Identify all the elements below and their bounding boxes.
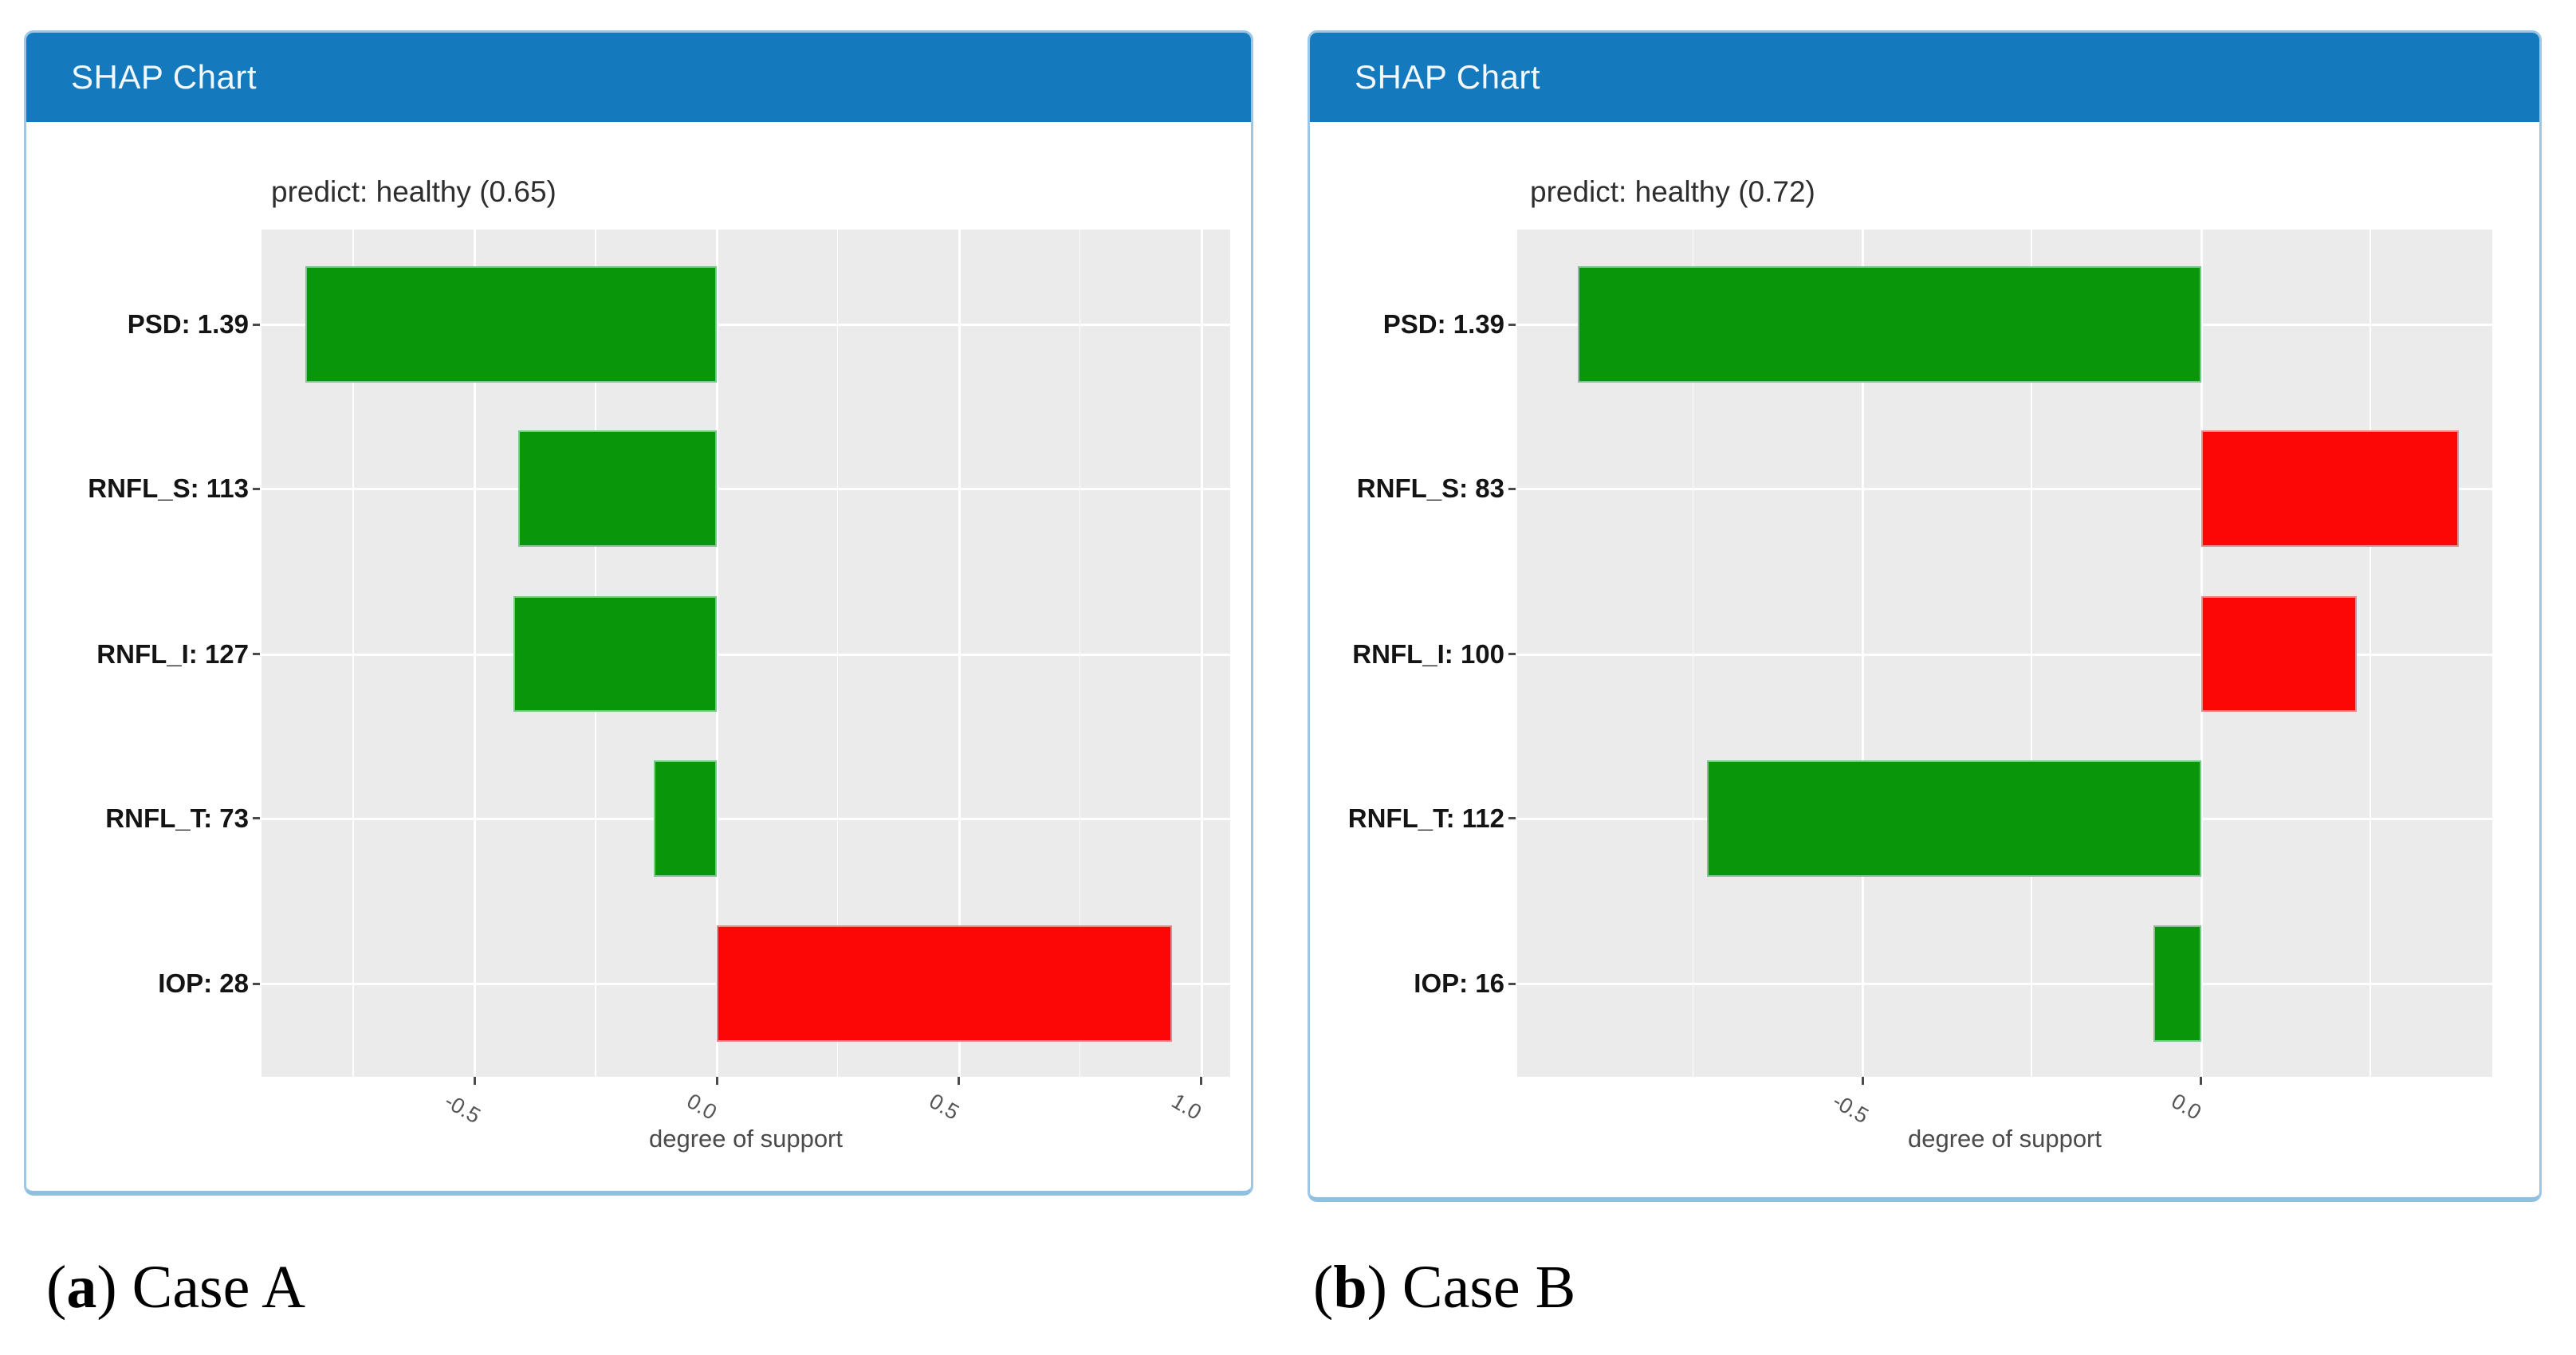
plot-area-a <box>262 230 1230 1077</box>
category-gridline <box>1517 488 2492 491</box>
figure-caption-b: (b) Case B <box>1313 1253 1575 1322</box>
major-gridline <box>716 230 719 1077</box>
y-axis-label: RNFL_S: 83 <box>1356 473 1504 504</box>
caption-paren: ( <box>1313 1254 1334 1321</box>
y-axis-label: IOP: 28 <box>158 968 249 999</box>
x-axis-tick <box>2200 1077 2203 1085</box>
minor-gridline <box>1692 230 1694 1077</box>
category-gridline <box>1517 983 2492 986</box>
minor-gridline <box>1079 230 1081 1077</box>
x-axis-tick <box>473 1077 476 1085</box>
bar-rnfl_s <box>517 430 718 548</box>
y-axis-label: PSD: 1.39 <box>1382 309 1504 340</box>
y-axis-tick <box>253 817 260 820</box>
category-gridline <box>1517 653 2492 656</box>
bar-rnfl_i <box>513 595 718 713</box>
chart-title-a: predict: healthy (0.65) <box>271 175 556 208</box>
major-gridline <box>1200 230 1203 1077</box>
minor-gridline <box>2370 230 2371 1077</box>
y-axis-tick <box>1508 817 1516 820</box>
major-gridline <box>474 230 477 1077</box>
y-axis-tick <box>253 323 260 326</box>
y-axis-label: RNFL_S: 113 <box>88 473 249 504</box>
card-header-title: SHAP Chart <box>71 58 257 96</box>
figure-caption-a: (a) Case A <box>46 1253 305 1322</box>
y-axis-tick <box>253 487 260 490</box>
x-axis-tick-label: -0.5 <box>440 1089 486 1129</box>
x-axis-tick-label: -0.5 <box>1828 1089 1873 1129</box>
minor-gridline <box>836 230 839 1077</box>
y-axis-tick <box>1508 653 1516 656</box>
bar-psd <box>1578 266 2201 383</box>
y-axis-tick <box>1508 982 1516 985</box>
y-axis-tick <box>253 653 260 656</box>
x-axis-title-a: degree of support <box>648 1125 843 1153</box>
caption-paren: ) <box>1367 1254 1402 1321</box>
bar-rnfl_s <box>2200 430 2459 548</box>
y-axis-label: PSD: 1.39 <box>127 309 249 340</box>
shap-chart-card-a: SHAP Chart predict: healthy (0.65) degre… <box>24 30 1253 1196</box>
plot-area-b <box>1517 230 2492 1077</box>
x-axis-tick-label: 0.0 <box>682 1089 722 1125</box>
x-axis-tick <box>1200 1077 1203 1085</box>
x-axis-tick-label: 1.0 <box>1167 1089 1205 1125</box>
chart-title-b: predict: healthy (0.72) <box>1530 175 1815 208</box>
y-axis-label: RNFL_T: 73 <box>105 803 249 833</box>
caption-paren: ) <box>96 1254 132 1321</box>
card-header-b: SHAP Chart <box>1310 33 2539 122</box>
minor-gridline <box>352 230 354 1077</box>
y-axis-label: IOP: 16 <box>1414 968 1504 999</box>
shap-chart-card-b: SHAP Chart predict: healthy (0.72) degre… <box>1308 30 2542 1202</box>
caption-letter: b <box>1333 1254 1367 1321</box>
y-axis-tick <box>1508 487 1516 490</box>
y-axis-label: RNFL_I: 100 <box>1352 638 1504 669</box>
x-axis-tick <box>958 1077 961 1085</box>
major-gridline <box>1862 230 1865 1077</box>
caption-paren: ( <box>46 1254 67 1321</box>
y-axis-tick <box>1508 323 1516 326</box>
x-axis-tick <box>1861 1077 1864 1085</box>
caption-text: Case B <box>1402 1254 1576 1321</box>
x-axis-tick-label: 0.0 <box>2167 1089 2205 1125</box>
y-axis-tick <box>253 982 260 985</box>
bar-rnfl_t <box>654 760 718 877</box>
bar-iop <box>2153 925 2201 1042</box>
bar-iop <box>717 925 1173 1042</box>
card-header-title: SHAP Chart <box>1355 58 1540 96</box>
category-gridline <box>262 653 1230 656</box>
x-axis-title-b: degree of support <box>1907 1125 2102 1153</box>
bar-psd <box>305 266 718 383</box>
category-gridline <box>262 324 1230 327</box>
x-axis-tick <box>715 1077 718 1085</box>
caption-letter: a <box>66 1254 97 1321</box>
y-axis-label: RNFL_I: 127 <box>96 638 249 669</box>
category-gridline <box>262 488 1230 491</box>
bar-rnfl_t <box>1706 760 2201 877</box>
minor-gridline <box>2031 230 2032 1077</box>
category-gridline <box>262 817 1230 820</box>
caption-text: Case A <box>132 1254 306 1321</box>
major-gridline <box>958 230 961 1077</box>
x-axis-tick-label: 0.5 <box>925 1089 963 1125</box>
card-header-a: SHAP Chart <box>26 33 1251 122</box>
bar-rnfl_i <box>2200 595 2358 713</box>
y-axis-label: RNFL_T: 112 <box>1347 803 1504 833</box>
